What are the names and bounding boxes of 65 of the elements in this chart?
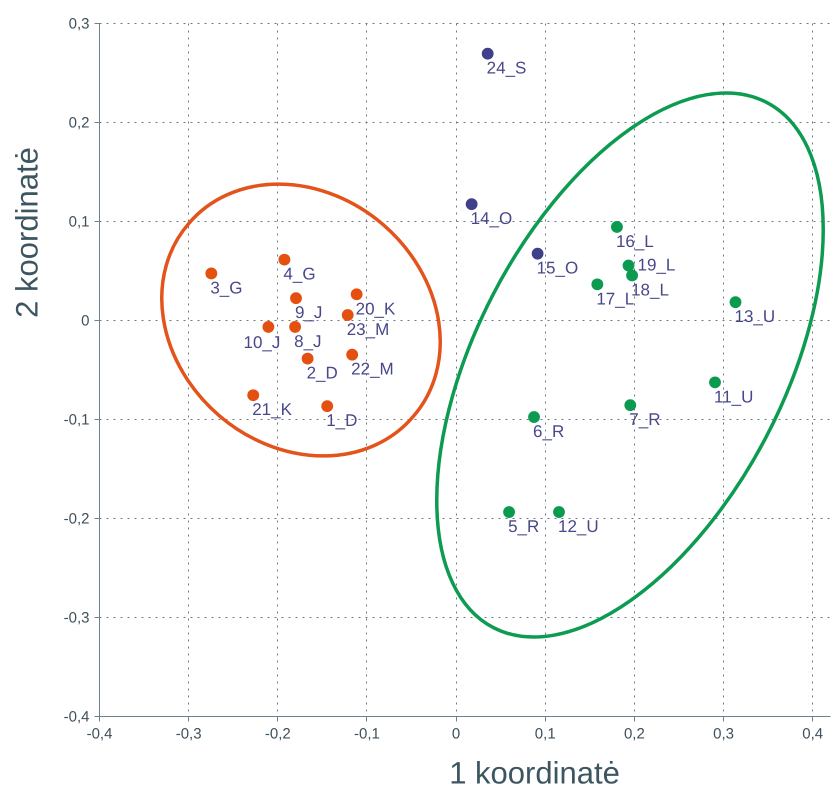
- y-tick-label: -0,1: [64, 412, 90, 428]
- y-tick-label: 0: [81, 312, 90, 330]
- point: [290, 292, 302, 304]
- x-tick-label: -0,4: [86, 726, 112, 742]
- point: [278, 254, 290, 266]
- annotation: 15_O: [536, 258, 578, 278]
- x-tick-label: 0: [452, 726, 460, 742]
- x-tick-label: 0,1: [534, 726, 556, 742]
- point: [205, 268, 218, 280]
- annotation: 6_R: [533, 422, 564, 442]
- point: [622, 260, 634, 272]
- y-axis-title: 2 koordinatė: [10, 147, 44, 318]
- point: [532, 248, 544, 260]
- annotation: 2_D: [306, 364, 338, 383]
- point: [342, 309, 354, 321]
- x-axis-title: 1 koordinatė: [449, 756, 620, 787]
- annotation: 23_M: [346, 320, 390, 340]
- annotation: 11_U: [714, 387, 754, 406]
- point: [611, 221, 623, 233]
- point: [591, 278, 604, 290]
- annotation: 21_K: [252, 400, 293, 420]
- annotation: 19_L: [638, 256, 676, 275]
- point: [528, 411, 540, 423]
- y-tick-label: 0,3: [68, 16, 90, 32]
- y-tick-label: -0,3: [64, 610, 90, 626]
- annotation: 12_U: [558, 517, 599, 536]
- annotation: 13_U: [734, 307, 776, 326]
- point: [503, 506, 515, 518]
- y-tick-label: 0,1: [68, 214, 90, 230]
- annotation: 3_G: [210, 278, 242, 298]
- x-tick-label: 0,4: [802, 726, 824, 742]
- point: [709, 376, 721, 388]
- x-tick-label: 0,2: [624, 726, 645, 742]
- annotation: 9_J: [295, 303, 322, 322]
- point: [302, 352, 314, 365]
- annotation: 8_J: [294, 332, 322, 351]
- point: [730, 296, 742, 308]
- point: [247, 389, 260, 402]
- point: [466, 198, 478, 210]
- point: [262, 321, 274, 333]
- x-tick-label: -0,1: [354, 726, 380, 742]
- y-tick-label: -0,4: [64, 708, 90, 726]
- x-tick-label: 0,3: [713, 726, 734, 742]
- annotation: 4_G: [283, 264, 316, 284]
- point: [482, 48, 494, 60]
- annotation: 1_D: [326, 411, 358, 430]
- point: [289, 321, 302, 333]
- point: [350, 288, 363, 300]
- annotation: 10_J: [244, 332, 280, 352]
- point: [626, 270, 638, 282]
- point: [321, 400, 334, 412]
- y-tick-label: 0,2: [68, 114, 90, 132]
- point: [346, 348, 358, 361]
- x-tick-label: -0,2: [264, 726, 291, 742]
- x-tick-label: -0,3: [176, 726, 202, 742]
- annotation: 20_K: [356, 299, 396, 318]
- annotation: 7_R: [629, 410, 660, 430]
- annotation: 24_S: [486, 58, 526, 78]
- point: [624, 399, 636, 412]
- annotation: 14_O: [470, 209, 512, 228]
- annotation: 16_L: [616, 232, 654, 251]
- annotation: 5_R: [508, 517, 540, 536]
- y-tick-label: -0,2: [64, 510, 90, 528]
- annotation: 22_M: [351, 360, 394, 379]
- point: [553, 506, 565, 518]
